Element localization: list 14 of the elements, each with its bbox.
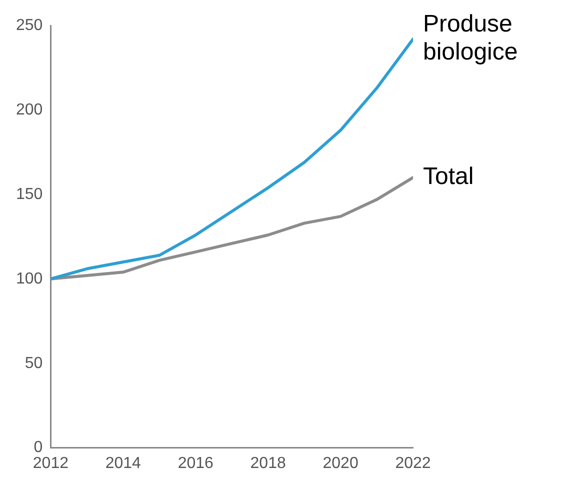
x-tick-label: 2022 (395, 454, 431, 472)
x-tick-label: 2020 (322, 454, 358, 472)
y-tick-label: 200 (16, 101, 43, 118)
y-tick-label: 150 (16, 186, 43, 203)
x-tick-label: 2018 (250, 454, 286, 472)
y-tick-label: 100 (16, 270, 43, 288)
x-tick-label: 2016 (178, 454, 214, 472)
y-tick-label: 250 (16, 17, 43, 34)
series-label: Total (423, 163, 474, 190)
y-tick-label: 50 (24, 354, 43, 372)
x-tick-label: 2012 (32, 454, 69, 472)
series-label: Produse biologice (423, 10, 518, 66)
y-tick-label: 0 (34, 439, 43, 456)
x-tick-label: 2014 (105, 454, 142, 472)
